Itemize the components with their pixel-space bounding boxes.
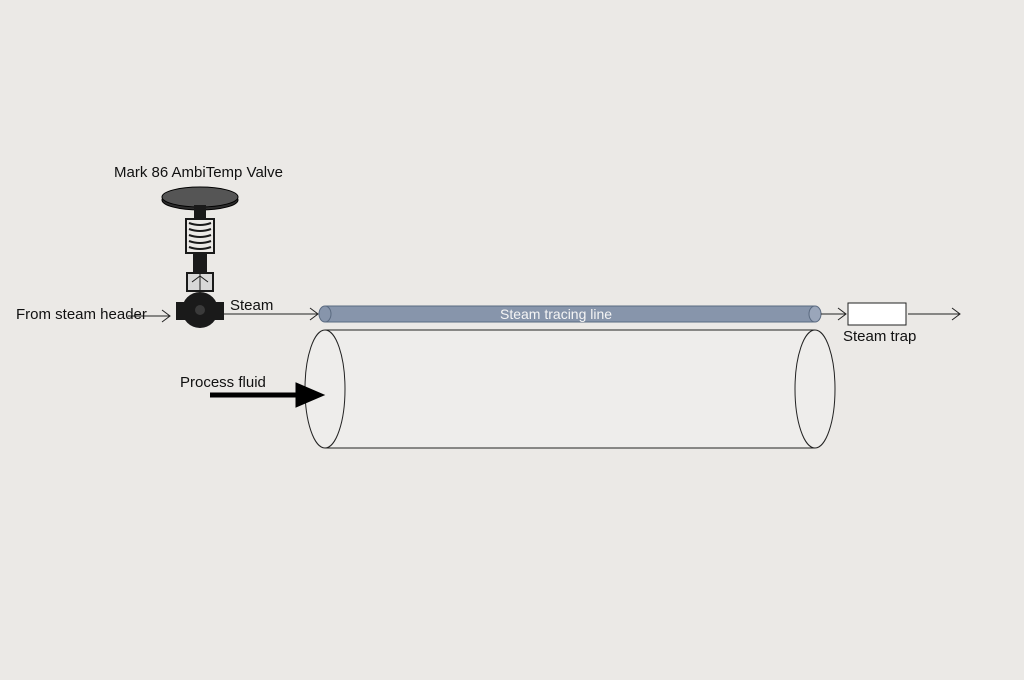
arrow-trap-in xyxy=(821,308,846,320)
valve-title-label: Mark 86 AmbiTemp Valve xyxy=(114,164,283,181)
steam-trap-label: Steam trap xyxy=(843,328,916,345)
ambitemp-valve xyxy=(162,187,238,328)
tracing-line-label: Steam tracing line xyxy=(500,306,612,322)
from-header-label: From steam header xyxy=(16,306,147,323)
steam-label: Steam xyxy=(230,297,273,314)
steam-trap xyxy=(848,303,906,325)
process-fluid-label: Process fluid xyxy=(180,374,266,391)
process-pipe xyxy=(305,330,835,448)
arrow-trap-out xyxy=(908,308,960,320)
